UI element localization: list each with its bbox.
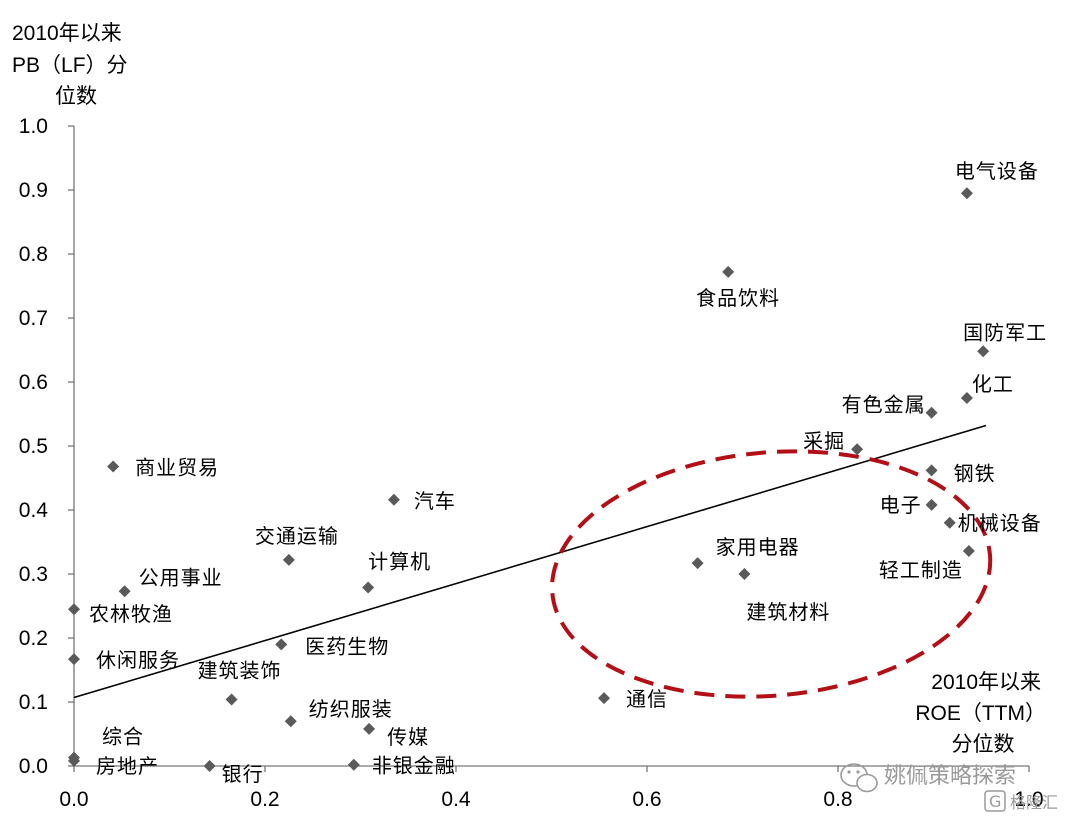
y-tick-label: 1.0	[19, 115, 48, 138]
data-point-marker	[203, 760, 216, 772]
y-tick-label: 0.2	[19, 627, 48, 650]
data-point-label: 非银金融	[372, 754, 456, 778]
data-point-marker	[225, 693, 238, 706]
data-point-label: 有色金属	[842, 393, 926, 417]
y-tick-label: 0.3	[19, 563, 48, 586]
data-point-label: 房地产	[96, 754, 159, 778]
highlight-ellipse	[550, 449, 993, 699]
x-tick-label: 1.0	[1014, 788, 1043, 811]
data-point-label: 通信	[626, 687, 668, 711]
data-point-marker	[107, 460, 120, 473]
data-point-label: 商业贸易	[135, 455, 219, 479]
trendline	[73, 424, 987, 699]
data-point-label: 建筑材料	[746, 600, 830, 624]
data-point-marker	[347, 758, 360, 771]
data-point-label: 化工	[972, 372, 1014, 396]
data-point-label: 电气设备	[955, 159, 1039, 183]
data-point-marker	[925, 464, 938, 477]
ellipse-highlight-layer	[550, 449, 993, 699]
x-axis-title-line: 分位数	[952, 733, 1015, 756]
data-point-label: 轻工制造	[879, 558, 963, 582]
data-point-marker	[691, 557, 704, 570]
data-point-label: 国防军工	[963, 320, 1047, 344]
x-axis-title-line: ROE（TTM）	[915, 702, 1046, 725]
axes: 0.0 0.1 0.2 0.3 0.4 0.5 0.6 0.7 0.8 0.9 1.0 0.0 0.2 0…	[19, 115, 1044, 811]
data-point-marker	[977, 345, 990, 358]
data-point-label: 建筑装饰	[198, 658, 282, 682]
data-point-marker	[851, 443, 864, 456]
watermark: 姚佩策略探索 G 格隆汇	[840, 763, 1058, 812]
data-point-label: 农林牧渔	[89, 602, 173, 626]
data-point-marker	[962, 544, 975, 557]
data-point-label: 家用电器	[716, 535, 800, 559]
data-point-marker	[363, 722, 376, 735]
data-point-marker	[738, 568, 751, 580]
data-point-marker	[284, 715, 297, 728]
data-point-label: 计算机	[368, 549, 431, 573]
y-tick-label: 0.7	[19, 307, 48, 330]
x-tick-label: 0.0	[59, 788, 88, 811]
y-tick-label: 0.0	[19, 755, 48, 778]
y-tick-label: 0.4	[19, 499, 49, 522]
x-tick-label: 0.4	[441, 788, 471, 811]
data-point-marker	[118, 585, 131, 598]
data-point-label: 纺织服装	[309, 697, 393, 721]
data-point-label: 公用事业	[139, 565, 223, 589]
y-tick-label: 0.8	[19, 243, 48, 266]
data-point-marker	[282, 553, 295, 566]
y-tick-label: 0.5	[19, 435, 48, 458]
data-point-label: 休闲服务	[96, 648, 180, 672]
data-point-label: 银行	[222, 762, 264, 786]
watermark-primary-text: 姚佩策略探索	[884, 764, 1016, 789]
data-point-label: 传媒	[387, 725, 429, 749]
axis-titles: 2010年以来 PB（LF）分位数 2010年以来 ROE（TTM） 分位数	[12, 22, 1046, 756]
data-point-marker	[68, 603, 80, 616]
data-point-marker	[362, 581, 375, 594]
data-point-marker	[68, 754, 80, 767]
data-point-label: 电子	[880, 493, 922, 517]
x-tick-label: 0.6	[632, 788, 661, 811]
data-point-label: 采掘	[803, 429, 845, 453]
data-point-marker	[387, 493, 400, 506]
trendline-layer	[73, 424, 987, 699]
data-point-marker	[275, 638, 288, 651]
data-point-label: 钢铁	[954, 461, 996, 485]
y-axis-title-line: 2010年以来	[12, 22, 122, 45]
data-point-marker	[598, 692, 611, 705]
data-point-label: 交通运输	[255, 524, 339, 548]
data-point-label: 汽车	[414, 489, 456, 513]
data-point-marker	[943, 516, 956, 529]
data-point-marker	[68, 653, 80, 666]
gelonghui-logo: G	[984, 790, 1006, 812]
y-tick-label: 0.1	[19, 691, 48, 714]
data-point-label: 医药生物	[305, 634, 389, 658]
y-tick-label: 0.6	[19, 371, 48, 394]
y-tick-label: 0.9	[19, 179, 48, 202]
gelonghui-logo-mark: G	[989, 792, 1001, 811]
x-axis-title-line: 2010年以来	[931, 671, 1041, 694]
watermark-secondary-text: 格隆汇	[1010, 793, 1058, 812]
x-tick-label: 0.2	[250, 788, 279, 811]
y-axis-title-line: PB（LF）分	[12, 54, 128, 77]
data-point-marker	[925, 406, 938, 419]
y-axis-title-line: 位数	[55, 85, 97, 108]
x-tick-label: 0.8	[823, 788, 852, 811]
data-point-label: 机械设备	[958, 511, 1042, 535]
data-point-label: 综合	[102, 725, 144, 749]
data-point-marker	[960, 392, 973, 404]
data-point-marker	[925, 498, 938, 511]
data-point-label: 食品饮料	[696, 286, 780, 310]
data-point-marker	[722, 265, 735, 278]
wechat-icon	[840, 763, 878, 793]
data-point-marker	[960, 187, 973, 200]
